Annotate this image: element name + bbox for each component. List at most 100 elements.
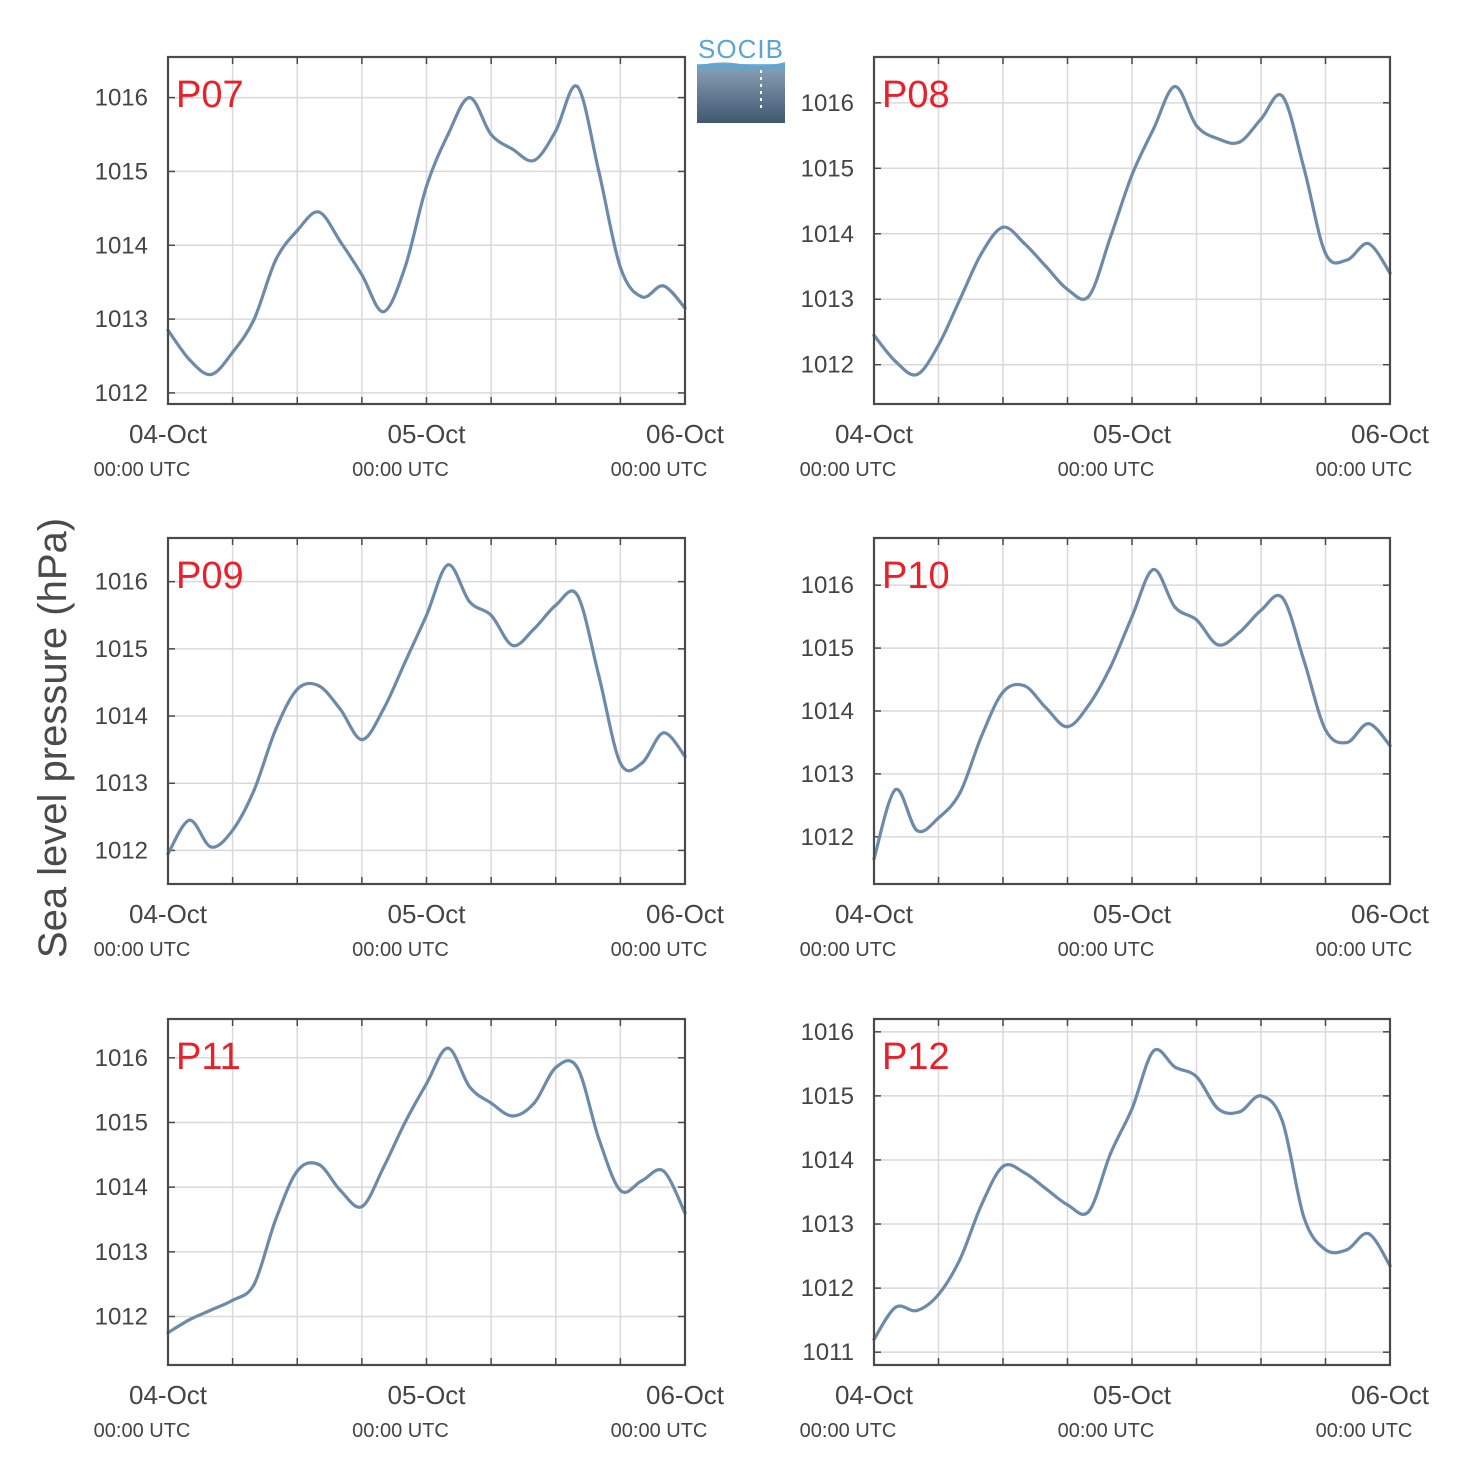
data-point	[575, 84, 579, 89]
y-tick-label: 1015	[801, 155, 854, 182]
panel-p10: 1012 1013 1014 1015 1016 P10 04-Oct 00:00 UTC 05…	[800, 536, 1430, 961]
data-point	[1173, 1065, 1177, 1069]
y-tick-label: 1012	[801, 824, 854, 851]
data-point	[1001, 225, 1005, 229]
data-point	[936, 1292, 941, 1297]
x-tick-date-label: 06-Oct	[646, 1380, 725, 1410]
data-point	[252, 317, 256, 321]
y-tick-label: 1013	[95, 306, 148, 333]
y-tick-label: 1015	[95, 636, 148, 663]
data-point	[1237, 140, 1242, 144]
axes-frame	[872, 55, 1392, 406]
data-point	[424, 613, 429, 617]
data-point	[1151, 1049, 1156, 1053]
data-point	[424, 1082, 429, 1086]
x-tick-time-label: 00:00 UTC	[1316, 459, 1413, 481]
data-point	[1001, 690, 1005, 694]
x-tick-date-label: 05-Oct	[387, 899, 466, 929]
data-point	[1259, 608, 1263, 612]
x-tick-date-label: 06-Oct	[646, 899, 725, 929]
socib-logo-text: SOCIB	[698, 34, 784, 64]
data-point	[209, 1308, 213, 1312]
data-point	[187, 1318, 192, 1322]
x-tick-date-label: 04-Oct	[129, 899, 208, 929]
data-point	[1065, 725, 1070, 729]
data-point	[403, 660, 407, 664]
data-point	[338, 707, 342, 711]
data-point	[1130, 615, 1134, 619]
y-tick-label: 1016	[801, 90, 854, 117]
x-tick-time-label: 00:00 UTC	[1058, 1420, 1155, 1442]
data-point	[489, 1101, 493, 1105]
data-point	[1022, 242, 1027, 246]
data-point	[979, 734, 984, 738]
data-point	[554, 603, 558, 607]
data-point	[1130, 1107, 1134, 1111]
data-point	[979, 251, 984, 255]
station-label: P07	[176, 74, 244, 116]
data-point	[209, 372, 213, 377]
data-point	[360, 738, 364, 742]
y-tick-label: 1012	[95, 1303, 148, 1330]
data-point	[274, 727, 278, 732]
data-point	[1280, 1119, 1285, 1124]
data-point	[381, 707, 385, 711]
data-point	[295, 687, 299, 691]
data-point	[893, 788, 898, 792]
station-label: P12	[882, 1036, 950, 1078]
data-point	[1108, 235, 1113, 239]
data-point	[618, 265, 623, 269]
x-tick-date-label: 04-Oct	[835, 419, 914, 449]
data-point	[1173, 605, 1177, 609]
data-point	[1323, 728, 1328, 732]
data-point	[1366, 1232, 1371, 1236]
data-point	[1194, 124, 1199, 128]
y-tick-label: 1016	[95, 1045, 148, 1072]
x-tick-date-label: 05-Oct	[1093, 899, 1172, 929]
socib-logo-band-icon	[697, 64, 785, 70]
data-point	[1108, 665, 1113, 669]
data-point	[511, 643, 515, 648]
station-label: P08	[882, 74, 950, 116]
data-point	[597, 674, 601, 678]
y-tick-label: 1013	[95, 1239, 148, 1266]
data-point	[1108, 1152, 1113, 1156]
data-point	[446, 1046, 450, 1050]
y-tick-label: 1016	[95, 85, 148, 112]
data-point	[231, 828, 235, 832]
data-point	[446, 563, 450, 567]
data-point	[1280, 596, 1285, 600]
y-tick-label: 1013	[801, 761, 854, 788]
y-tick-label: 1014	[801, 698, 854, 725]
data-point	[317, 684, 321, 688]
y-tick-label: 1012	[801, 1275, 854, 1302]
data-point	[1259, 117, 1263, 121]
y-tick-label: 1016	[801, 1019, 854, 1046]
data-point	[1302, 659, 1306, 663]
data-point	[893, 359, 898, 363]
data-point	[511, 1114, 515, 1118]
data-point	[187, 818, 192, 822]
data-point	[317, 1162, 321, 1167]
data-point	[338, 1188, 342, 1192]
data-point	[1065, 287, 1070, 291]
data-point	[252, 788, 256, 792]
data-point	[532, 158, 536, 162]
x-tick-time-label: 00:00 UTC	[94, 939, 191, 961]
axes-frame	[872, 536, 1392, 886]
data-point	[1345, 1248, 1349, 1252]
data-point	[532, 627, 536, 631]
x-tick-time-label: 00:00 UTC	[800, 939, 897, 961]
data-point	[1087, 703, 1091, 707]
data-point	[1194, 618, 1199, 622]
data-point	[640, 1179, 644, 1183]
data-point	[661, 731, 666, 735]
station-label: P11	[176, 1036, 241, 1078]
x-tick-time-label: 00:00 UTC	[611, 1420, 708, 1442]
data-point	[1022, 684, 1027, 688]
data-point	[317, 210, 321, 214]
data-point	[360, 1205, 364, 1209]
data-point	[295, 1169, 299, 1173]
data-point	[187, 358, 192, 362]
x-tick-date-label: 06-Oct	[1351, 899, 1430, 929]
